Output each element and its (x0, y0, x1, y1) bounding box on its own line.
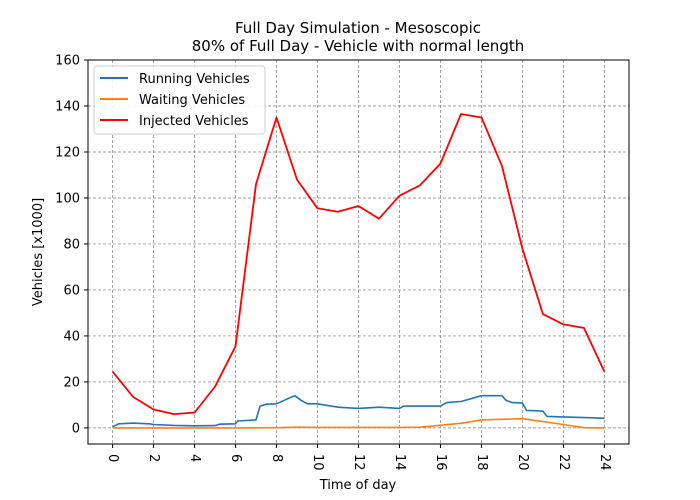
y-axis-label: Vehicles [x1000] (31, 198, 46, 306)
series-line-running-vehicles (112, 394, 605, 428)
x-tick-label: 22 (556, 454, 571, 471)
x-axis-label: Time of day (319, 478, 397, 493)
series-line-injected-vehicles (111, 113, 606, 416)
y-tick-label: 100 (55, 191, 80, 206)
legend-box (93, 65, 266, 135)
grid-layer (88, 59, 629, 444)
legend-label-running: Running Vehicles (139, 72, 250, 87)
x-tick-label: 0 (105, 454, 120, 462)
y-tick-label: 60 (63, 283, 80, 298)
x-tick-label: 18 (474, 454, 489, 471)
y-tick-label: 140 (55, 99, 80, 114)
x-tick-label: 6 (228, 454, 243, 462)
legend-label-injected: Injected Vehicles (139, 114, 249, 129)
x-tick-label: 24 (597, 454, 612, 471)
x-tick-label: 8 (269, 454, 284, 462)
x-tick-label: 16 (433, 454, 448, 471)
legend-label-waiting: Waiting Vehicles (139, 93, 245, 108)
series-line-waiting-vehicles (112, 417, 605, 429)
tick-layer: 0 2 4 6 8 10 12 14 16 18 20 22 240204060801001201401… (55, 54, 612, 471)
y-tick-label: 0 (72, 421, 80, 436)
x-tick-label: 14 (392, 454, 407, 471)
legend: Running Vehicles Waiting Vehicles Inject… (93, 65, 266, 135)
series-layer (111, 113, 606, 429)
y-tick-label: 160 (55, 54, 80, 69)
x-tick-label: 20 (515, 454, 530, 471)
y-tick-label: 40 (63, 329, 80, 344)
x-tick-label: 12 (351, 454, 366, 471)
x-tick-label: 10 (310, 454, 325, 471)
y-tick-label: 120 (55, 145, 80, 160)
chart-title: Full Day Simulation - Mesoscopic (235, 19, 481, 37)
chart-subtitle: 80% of Full Day - Vehicle with normal le… (192, 37, 524, 55)
x-tick-label: 4 (187, 454, 202, 462)
y-tick-label: 80 (63, 237, 80, 252)
y-tick-label: 20 (63, 375, 80, 390)
x-tick-label: 2 (146, 454, 161, 462)
